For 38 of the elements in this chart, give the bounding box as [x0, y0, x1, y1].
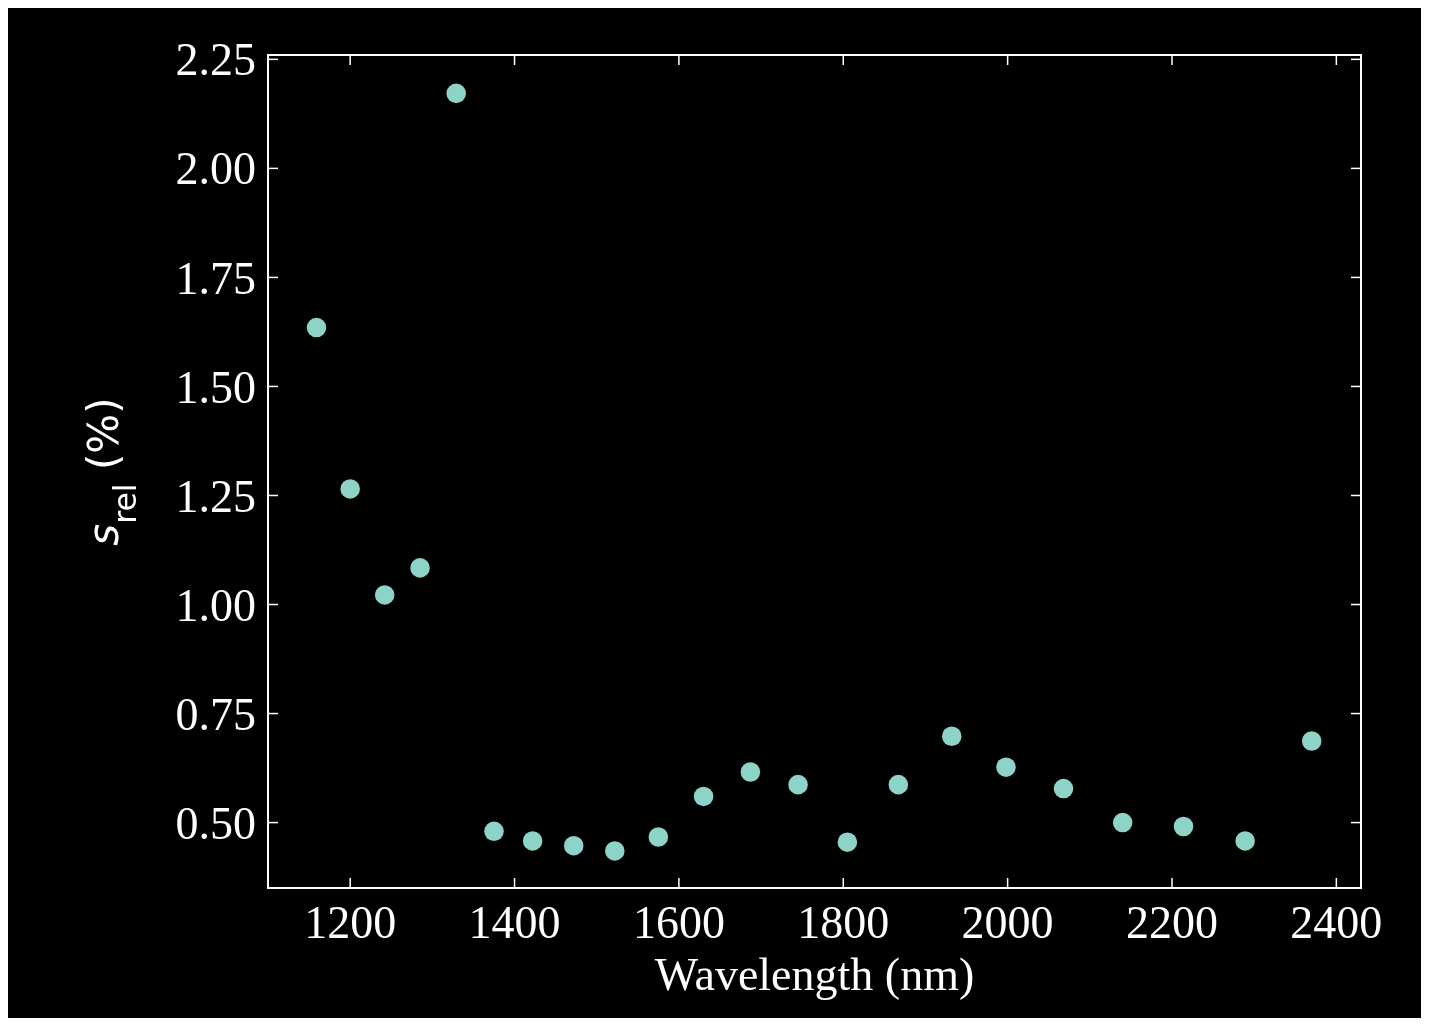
point	[941, 726, 962, 746]
y-tick-label: 2.00	[175, 143, 256, 195]
point	[605, 841, 625, 861]
point	[888, 774, 909, 795]
y-tick-label: 1.50	[175, 361, 256, 413]
y-tick-label: 2.25	[175, 34, 256, 86]
x-axis-title: Wavelength (nm)	[654, 949, 975, 1000]
point	[1173, 816, 1194, 837]
x-tick-label: 1600	[632, 897, 725, 948]
point	[996, 757, 1016, 777]
point	[522, 831, 543, 851]
point	[1053, 778, 1074, 799]
point	[410, 558, 430, 578]
point	[563, 835, 584, 856]
y-tick-label: 1.75	[175, 252, 256, 304]
point	[306, 317, 327, 338]
x-tick-label: 2200	[1125, 897, 1218, 948]
y-tick-label: 1.00	[175, 579, 256, 631]
point	[484, 821, 504, 842]
point	[837, 832, 858, 852]
y-tick-label: 0.75	[175, 688, 256, 740]
point	[1235, 831, 1255, 851]
point	[1112, 812, 1133, 833]
x-tick-label: 1200	[304, 897, 397, 948]
point	[648, 827, 669, 847]
x-tick-label: 1800	[797, 897, 890, 948]
point	[446, 83, 466, 104]
x-tick-label: 1400	[468, 897, 561, 948]
point	[374, 585, 395, 605]
y-tick-label: 0.50	[175, 797, 256, 849]
x-tick-label: 2400	[1290, 897, 1383, 948]
x-tick-label: 2000	[961, 897, 1054, 948]
point	[693, 786, 714, 807]
point	[340, 479, 360, 499]
point	[788, 774, 808, 795]
point	[1301, 731, 1322, 751]
point	[740, 762, 761, 782]
y-tick-label: 1.25	[175, 470, 256, 522]
